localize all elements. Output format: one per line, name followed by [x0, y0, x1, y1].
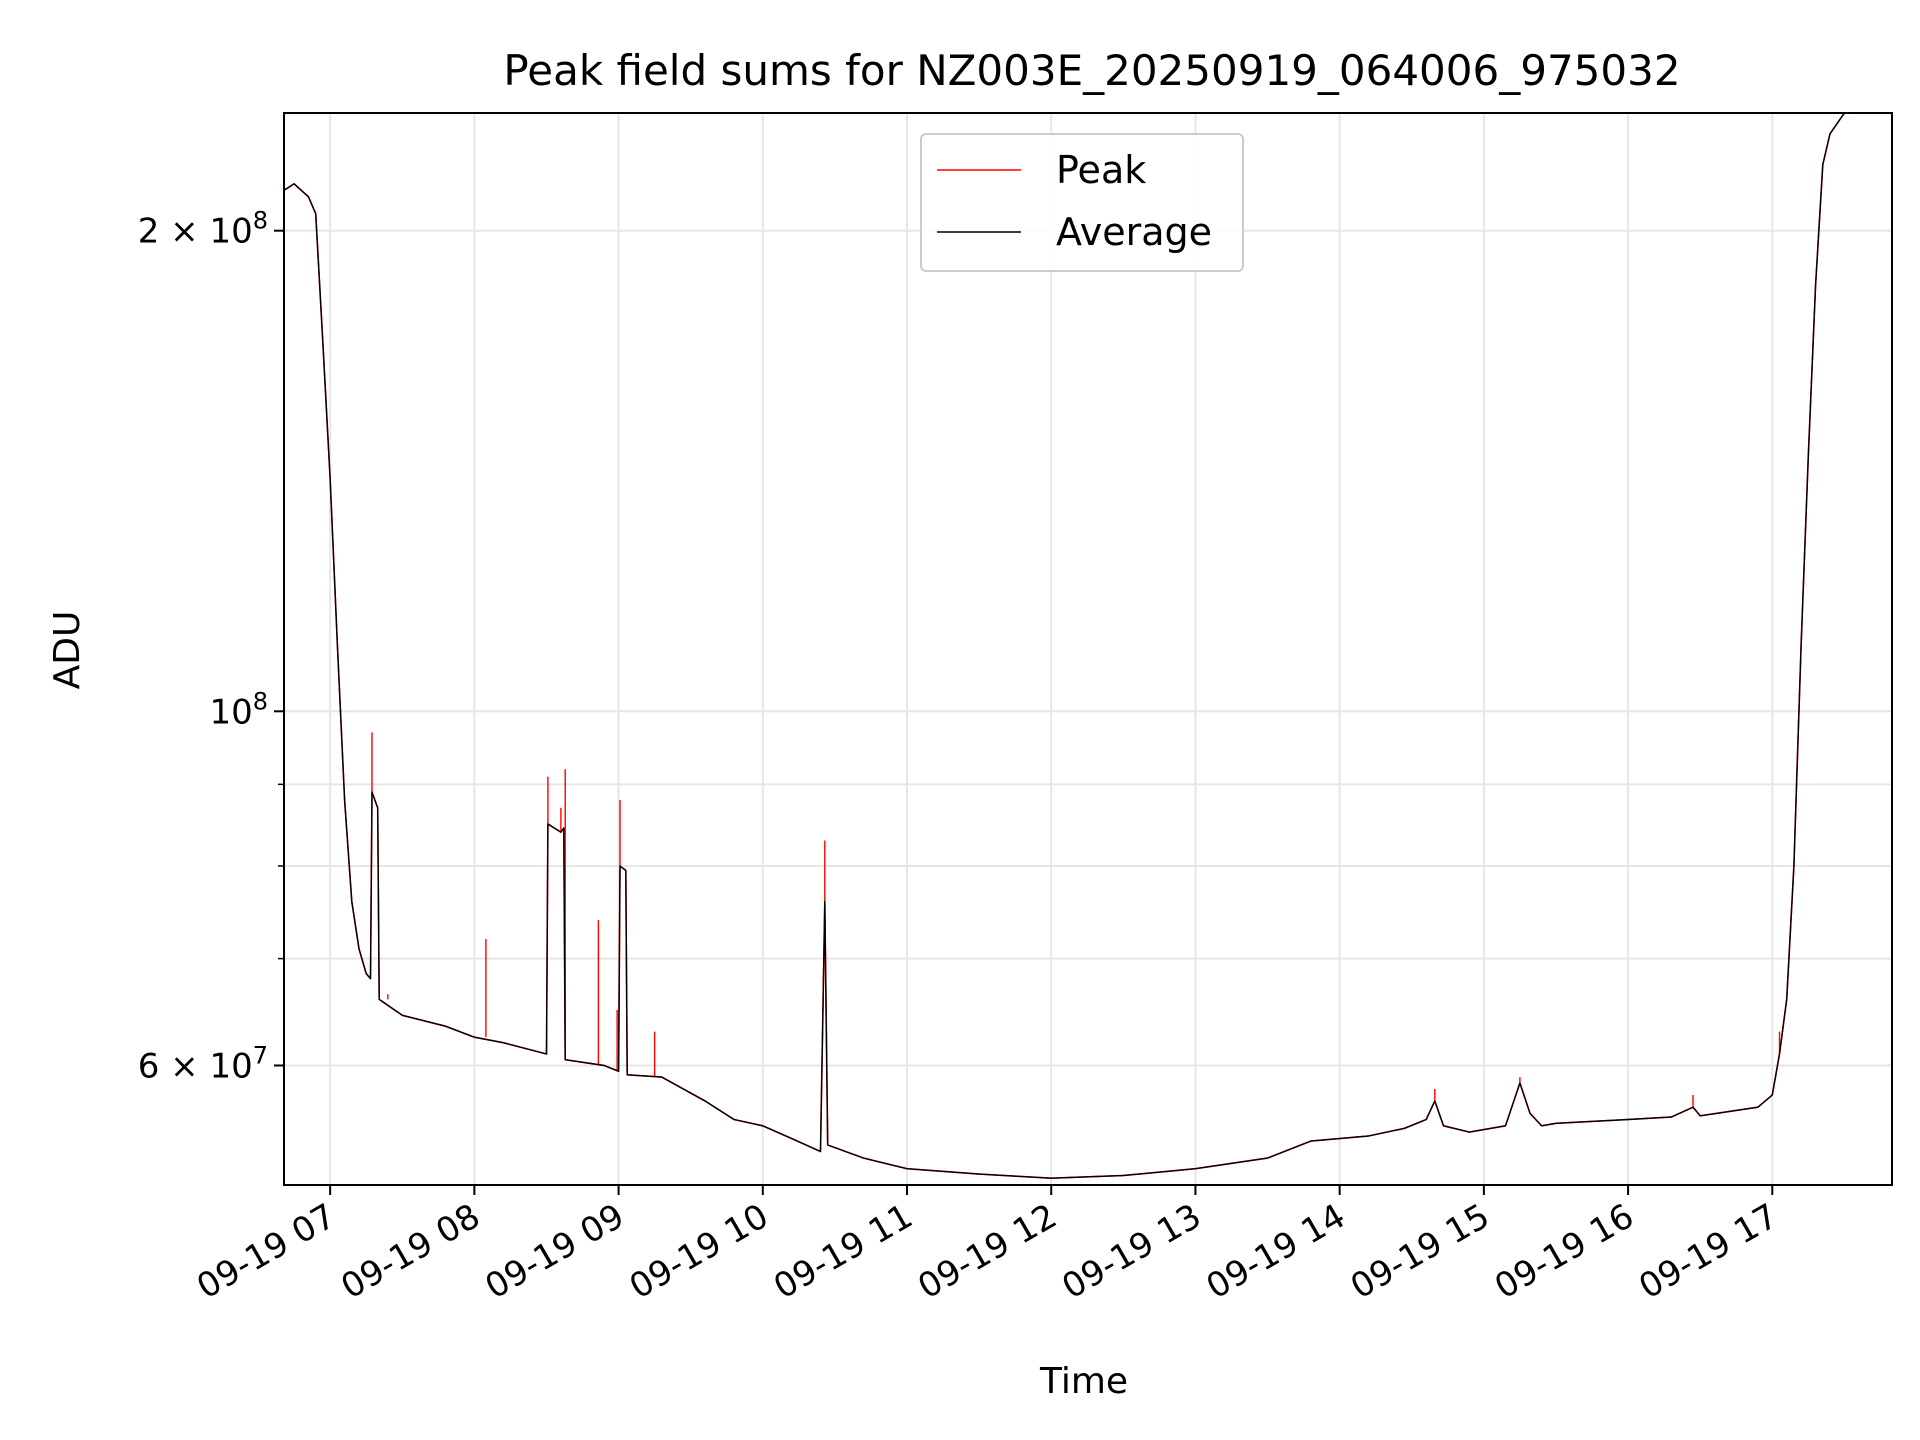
- series-layer: [284, 113, 1892, 1179]
- chart-title: Peak field sums for NZ003E_20250919_0640…: [503, 46, 1680, 95]
- series-line-average: [284, 113, 1892, 1179]
- y-tick-label: 2 × 108: [138, 207, 268, 252]
- y-tick-label: 108: [209, 687, 268, 732]
- x-axis-label: Time: [1039, 1361, 1128, 1402]
- legend-frame: [920, 133, 1244, 272]
- legend-label-average: Average: [1056, 210, 1212, 254]
- plot-area-frame: [283, 112, 1893, 1186]
- y-tick-label: 6 × 107: [138, 1041, 268, 1086]
- y-axis-label: ADU: [47, 611, 88, 690]
- legend-label-peak: Peak: [1056, 148, 1146, 192]
- grid: [284, 113, 1892, 1185]
- legend: Peak Average: [920, 133, 1244, 272]
- y-axis: 6 × 107 108 2 × 108: [138, 207, 284, 1086]
